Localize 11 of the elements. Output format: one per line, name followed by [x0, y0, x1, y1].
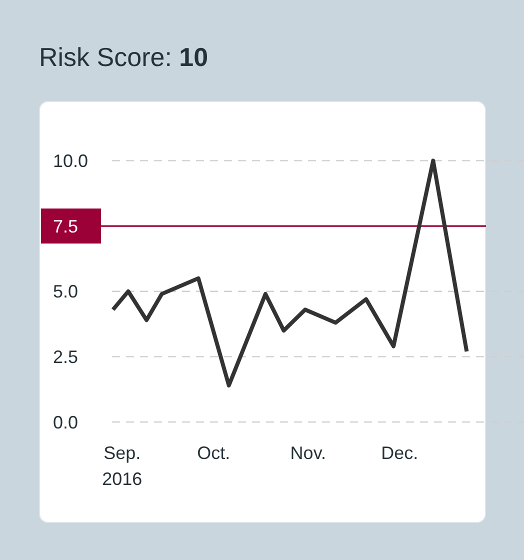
- ref-line-label: 7.5: [53, 216, 78, 236]
- y-tick-label: 0.0: [53, 412, 78, 432]
- y-tick-label: 5.0: [53, 282, 78, 302]
- chart-title: Risk Score: 10: [39, 42, 208, 72]
- y-tick-label: 2.5: [53, 346, 78, 367]
- line-series: [111, 158, 469, 388]
- x-tick-label: Dec.: [381, 443, 418, 463]
- x-tick-label: Nov.: [290, 443, 326, 463]
- x-tick-label: Sep. 2016: [102, 443, 142, 489]
- x-tick-label: Oct.: [197, 443, 230, 463]
- y-tick-label: 10.0: [53, 151, 88, 171]
